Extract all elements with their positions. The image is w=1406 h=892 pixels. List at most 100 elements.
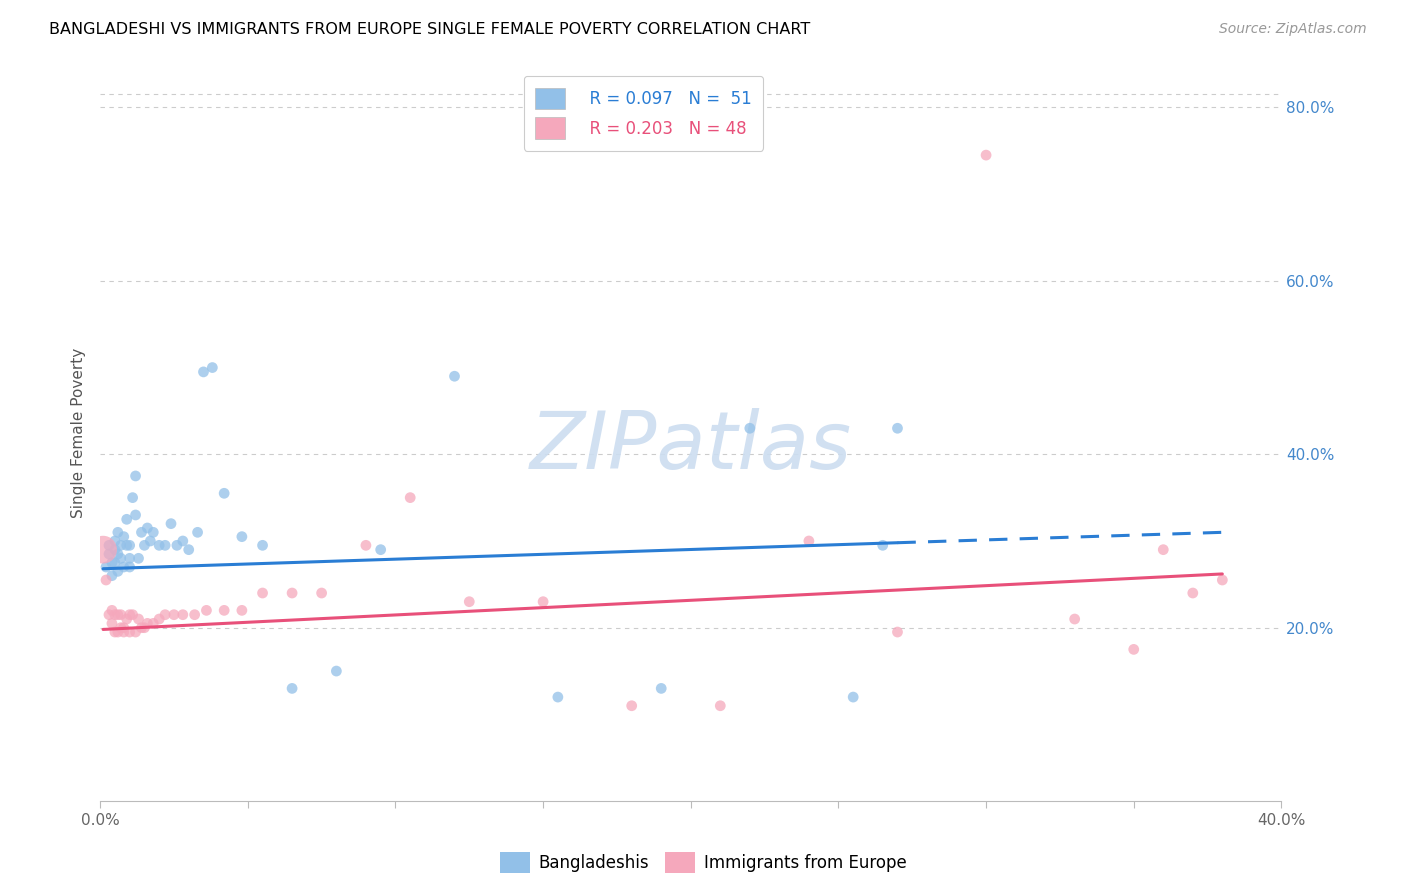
- Point: [134, 621, 156, 635]
- Point: [172, 607, 194, 622]
- Point: [107, 625, 129, 640]
- Point: [107, 525, 129, 540]
- Point: [118, 551, 141, 566]
- Point: [118, 607, 141, 622]
- Point: [620, 698, 643, 713]
- Point: [709, 698, 731, 713]
- Point: [118, 625, 141, 640]
- Point: [1211, 573, 1233, 587]
- Point: [183, 607, 205, 622]
- Point: [325, 664, 347, 678]
- Point: [311, 586, 333, 600]
- Point: [107, 547, 129, 561]
- Point: [872, 538, 894, 552]
- Point: [252, 538, 274, 552]
- Point: [231, 530, 253, 544]
- Point: [354, 538, 377, 552]
- Legend:   R = 0.097   N =  51,   R = 0.203   N = 48: R = 0.097 N = 51, R = 0.203 N = 48: [524, 76, 763, 151]
- Point: [112, 621, 135, 635]
- Point: [91, 542, 114, 557]
- Point: [886, 625, 908, 640]
- Point: [1152, 542, 1174, 557]
- Text: BANGLADESHI VS IMMIGRANTS FROM EUROPE SINGLE FEMALE POVERTY CORRELATION CHART: BANGLADESHI VS IMMIGRANTS FROM EUROPE SI…: [49, 22, 810, 37]
- Point: [252, 586, 274, 600]
- Point: [104, 607, 127, 622]
- Point: [201, 360, 224, 375]
- Point: [124, 508, 146, 522]
- Text: ZIPatlas: ZIPatlas: [530, 409, 852, 486]
- Point: [128, 551, 150, 566]
- Point: [107, 607, 129, 622]
- Point: [121, 607, 143, 622]
- Point: [142, 525, 165, 540]
- Point: [94, 560, 117, 574]
- Point: [124, 469, 146, 483]
- Point: [172, 533, 194, 548]
- Point: [458, 595, 481, 609]
- Point: [1122, 642, 1144, 657]
- Point: [136, 521, 159, 535]
- Point: [231, 603, 253, 617]
- Point: [195, 603, 218, 617]
- Point: [98, 547, 121, 561]
- Point: [112, 530, 135, 544]
- Point: [104, 556, 127, 570]
- Point: [797, 533, 820, 548]
- Point: [136, 616, 159, 631]
- Point: [139, 533, 162, 548]
- Point: [443, 369, 465, 384]
- Point: [128, 612, 150, 626]
- Point: [370, 542, 392, 557]
- Point: [115, 538, 138, 552]
- Point: [118, 560, 141, 574]
- Point: [104, 625, 127, 640]
- Point: [121, 491, 143, 505]
- Point: [160, 516, 183, 531]
- Point: [153, 538, 176, 552]
- Point: [131, 621, 153, 635]
- Point: [148, 538, 170, 552]
- Point: [153, 607, 176, 622]
- Point: [163, 607, 186, 622]
- Point: [886, 421, 908, 435]
- Point: [281, 586, 304, 600]
- Point: [738, 421, 761, 435]
- Y-axis label: Single Female Poverty: Single Female Poverty: [72, 348, 86, 517]
- Point: [101, 568, 124, 582]
- Point: [134, 538, 156, 552]
- Point: [193, 365, 215, 379]
- Point: [115, 612, 138, 626]
- Point: [547, 690, 569, 704]
- Point: [399, 491, 422, 505]
- Point: [212, 486, 235, 500]
- Point: [112, 625, 135, 640]
- Point: [112, 560, 135, 574]
- Point: [212, 603, 235, 617]
- Point: [101, 556, 124, 570]
- Point: [115, 512, 138, 526]
- Point: [118, 538, 141, 552]
- Point: [531, 595, 554, 609]
- Point: [110, 607, 132, 622]
- Point: [98, 538, 121, 552]
- Point: [177, 542, 200, 557]
- Point: [124, 625, 146, 640]
- Point: [148, 612, 170, 626]
- Point: [187, 525, 209, 540]
- Point: [101, 616, 124, 631]
- Point: [842, 690, 865, 704]
- Point: [131, 525, 153, 540]
- Point: [110, 538, 132, 552]
- Point: [107, 565, 129, 579]
- Point: [104, 533, 127, 548]
- Point: [142, 616, 165, 631]
- Point: [1063, 612, 1085, 626]
- Point: [104, 542, 127, 557]
- Point: [1181, 586, 1204, 600]
- Point: [94, 573, 117, 587]
- Point: [166, 538, 188, 552]
- Point: [101, 603, 124, 617]
- Point: [110, 551, 132, 566]
- Point: [110, 621, 132, 635]
- Point: [281, 681, 304, 696]
